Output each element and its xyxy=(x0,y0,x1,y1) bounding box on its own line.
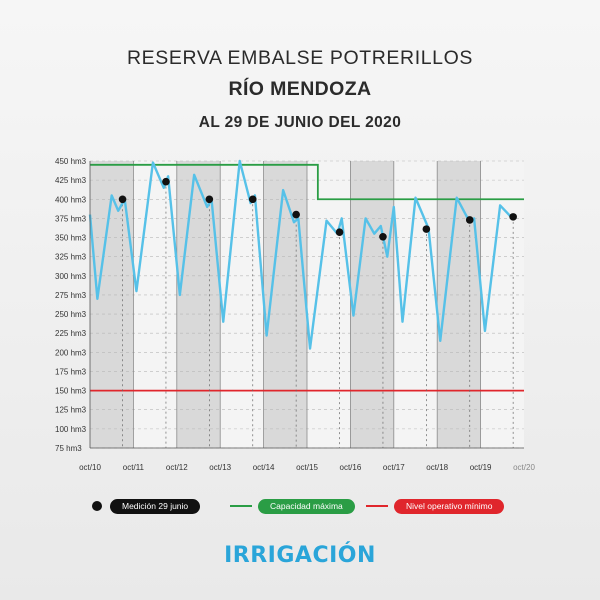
x-tick-label: oct/18 xyxy=(426,463,448,472)
legend-marker-icon xyxy=(92,501,102,511)
chart-header: RESERVA EMBALSE POTRERILLOS RÍO MENDOZA … xyxy=(0,44,600,135)
y-tick-label: 125 hm3 xyxy=(55,406,87,415)
measurement-point xyxy=(118,195,127,204)
measurement-point xyxy=(205,195,214,204)
y-tick-label: 400 hm3 xyxy=(55,195,87,204)
y-tick-label: 350 hm3 xyxy=(55,234,87,243)
y-tick-label: 225 hm3 xyxy=(55,329,87,338)
x-tick-label: oct/15 xyxy=(296,463,318,472)
legend-label-capacity: Capacidad máxima xyxy=(258,498,355,514)
y-tick-label: 100 hm3 xyxy=(55,425,87,434)
x-tick-label: oct/20 xyxy=(513,463,535,472)
capacity-line xyxy=(90,163,524,201)
chart-title: RESERVA EMBALSE POTRERILLOS xyxy=(126,47,473,69)
x-tick-label: oct/13 xyxy=(209,463,231,472)
legend-item-measure: Medición 29 junio xyxy=(92,497,201,515)
legend-item-min-level: Nivel operativo mínimo xyxy=(366,497,505,515)
measurement-point xyxy=(292,210,300,219)
x-tick-label: oct/14 xyxy=(253,463,275,472)
series-line xyxy=(88,159,512,350)
y-tick-label: 275 hm3 xyxy=(55,291,87,300)
x-tick-label: oct/12 xyxy=(166,463,188,472)
legend-item-capacity: Capacidad máxima xyxy=(230,497,355,515)
x-tick-label: oct/11 xyxy=(123,463,145,472)
legend-label-min-level: Nivel operativo mínimo xyxy=(394,498,505,514)
y-tick-label: 450 hm3 xyxy=(55,157,87,166)
measurement-point xyxy=(379,232,387,241)
year-band xyxy=(350,161,394,448)
legend-label-measure: Medición 29 junio xyxy=(110,498,201,514)
measurement-point xyxy=(248,195,257,204)
brand-name: IRRIGACIÓN xyxy=(224,543,376,568)
chart-legend: Medición 29 junio Capacidad máxima Nivel… xyxy=(0,497,600,515)
y-tick-label: 75 hm3 xyxy=(55,444,82,453)
x-tick-label: oct/17 xyxy=(383,463,405,472)
measurement-point xyxy=(335,228,344,236)
year-band xyxy=(176,161,221,448)
x-tick-label: oct/10 xyxy=(79,463,101,472)
y-tick-label: 250 hm3 xyxy=(55,310,87,319)
y-tick-label: 150 hm3 xyxy=(55,387,87,396)
brand-logo: IRRIGACIÓN xyxy=(0,543,600,568)
legend-capacity-line-icon xyxy=(230,505,252,507)
y-tick-label: 300 hm3 xyxy=(55,272,87,281)
y-tick-label: 375 hm3 xyxy=(55,214,87,223)
y-tick-label: 425 hm3 xyxy=(55,176,87,185)
measurement-point xyxy=(509,213,517,221)
measurement-point xyxy=(162,177,170,186)
x-tick-label: oct/19 xyxy=(470,463,492,472)
x-tick-label: oct/16 xyxy=(340,463,362,472)
y-tick-label: 325 hm3 xyxy=(55,253,87,262)
y-tick-label: 200 hm3 xyxy=(55,348,87,357)
chart-date: AL 29 DE JUNIO DEL 2020 xyxy=(198,114,402,131)
measurement-point xyxy=(465,216,474,224)
measurement-point xyxy=(422,225,431,233)
legend-min-line-icon xyxy=(366,505,388,507)
chart-subtitle: RÍO MENDOZA xyxy=(228,78,372,100)
reservoir-chart: 450 hm3 425 hm3 400 hm3 375 hm3 350 hm3 325 h… xyxy=(55,157,535,472)
y-tick-label: 175 hm3 xyxy=(55,367,87,376)
